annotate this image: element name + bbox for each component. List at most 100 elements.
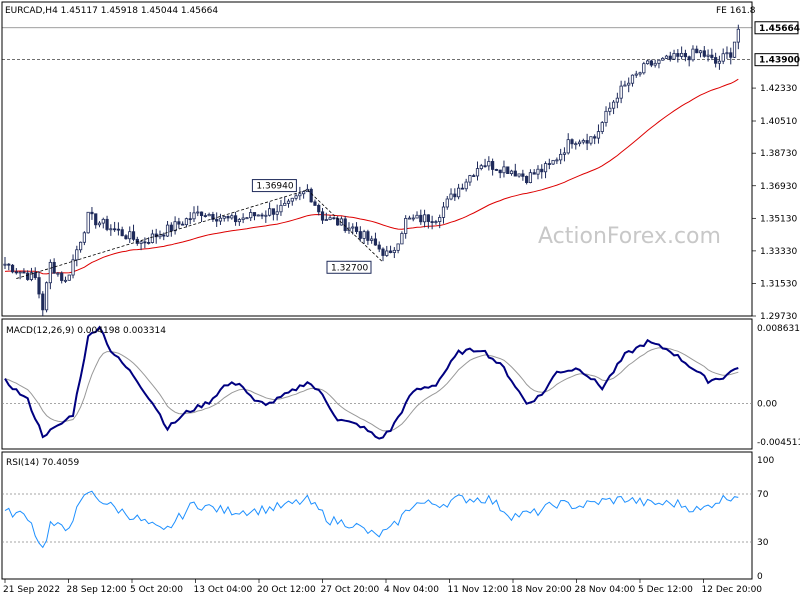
candle — [646, 59, 650, 65]
rsi-tick-label: 30 — [757, 538, 769, 548]
candle — [475, 161, 480, 181]
candle — [551, 159, 555, 165]
candle — [536, 165, 540, 180]
candle — [116, 222, 120, 236]
candle-body — [320, 211, 325, 221]
candle — [566, 133, 570, 155]
candle — [619, 80, 623, 104]
candle — [525, 175, 529, 185]
candle-body — [94, 213, 98, 226]
candle — [173, 216, 177, 235]
candle — [10, 264, 15, 274]
y-tick-label: 1.42330 — [760, 84, 797, 94]
y-tick-label: 1.35130 — [760, 214, 797, 224]
candle-body — [487, 161, 491, 167]
rsi-tick-label: 70 — [757, 490, 769, 500]
candle-body — [691, 48, 695, 61]
y-tick-label: 1.33330 — [760, 247, 797, 257]
candle-body — [683, 52, 688, 58]
candle-body — [124, 235, 128, 240]
candle-body — [230, 215, 234, 219]
candle — [267, 202, 272, 217]
candle — [215, 212, 219, 227]
candle-body — [75, 249, 79, 261]
candle — [593, 134, 597, 145]
candle-body — [177, 221, 181, 225]
candle — [52, 258, 56, 274]
candle-body — [630, 74, 635, 84]
candle-body — [377, 244, 381, 250]
candle-body — [540, 168, 544, 173]
candle-body — [717, 60, 722, 64]
time-axis: 21 Sep 2022 28 Sep 12:00 5 Oct 20:00 13 Oct… — [3, 579, 762, 595]
candle — [438, 214, 442, 229]
rsi-series: 100 70 30 0 — [2, 456, 774, 582]
candle — [528, 169, 533, 184]
candle — [426, 214, 430, 229]
candle-body — [430, 221, 434, 223]
candle-body — [559, 153, 563, 161]
candle — [18, 271, 22, 280]
candle — [498, 169, 502, 179]
candle-body — [422, 214, 427, 223]
candle — [714, 52, 718, 68]
y-tick-label: 1.29730 — [760, 312, 797, 322]
candle — [275, 204, 279, 221]
candle-body — [509, 170, 514, 175]
candle-body — [298, 193, 302, 197]
candle-body — [449, 193, 453, 200]
candle — [271, 208, 275, 221]
candle-body — [547, 163, 551, 165]
candle-body — [596, 131, 601, 139]
annotation-label: 1.36940 — [256, 182, 293, 192]
candle-body — [608, 107, 612, 112]
candle-body — [233, 215, 238, 223]
candle — [298, 186, 302, 201]
candle-body — [426, 214, 430, 222]
candle-body — [491, 161, 495, 170]
candle — [729, 47, 733, 65]
candle — [434, 219, 438, 225]
candle — [67, 274, 71, 281]
candle-body — [18, 271, 22, 274]
candle — [517, 173, 521, 178]
candle — [683, 49, 688, 62]
candle-body — [275, 211, 279, 215]
candle — [664, 54, 669, 60]
fib-label: FE 161.8 — [716, 6, 756, 16]
candle-body — [668, 55, 672, 60]
candle — [165, 220, 170, 237]
candle-body — [7, 263, 11, 266]
candle-body — [113, 228, 117, 231]
candle-body — [48, 261, 52, 284]
candle — [385, 245, 389, 257]
candle — [585, 133, 589, 151]
candle — [445, 195, 449, 210]
macd-tick-label: -0.004511 — [757, 438, 800, 448]
candle-body — [128, 231, 132, 240]
candle — [211, 211, 215, 222]
candle — [611, 99, 616, 115]
candle — [657, 59, 661, 69]
candle — [290, 197, 294, 206]
candle-body — [150, 233, 155, 243]
candle-body — [328, 217, 332, 220]
candle-body — [366, 231, 370, 241]
candle-body — [415, 214, 419, 219]
watermark: ActionForex.com — [538, 224, 721, 249]
candle-body — [657, 59, 661, 64]
candle — [483, 158, 487, 168]
candle-body — [729, 52, 733, 58]
candle — [577, 139, 582, 147]
candle-body — [143, 241, 147, 244]
candle — [441, 202, 446, 224]
macd-label: MACD(12,26,9) 0.004198 0.003314 — [6, 326, 166, 336]
candle — [540, 164, 544, 179]
candle — [600, 121, 604, 135]
candle — [513, 163, 517, 177]
candle-body — [226, 216, 230, 219]
candle-body — [358, 231, 362, 239]
candle — [370, 235, 374, 244]
candle — [7, 263, 11, 271]
candle-body — [706, 54, 710, 57]
